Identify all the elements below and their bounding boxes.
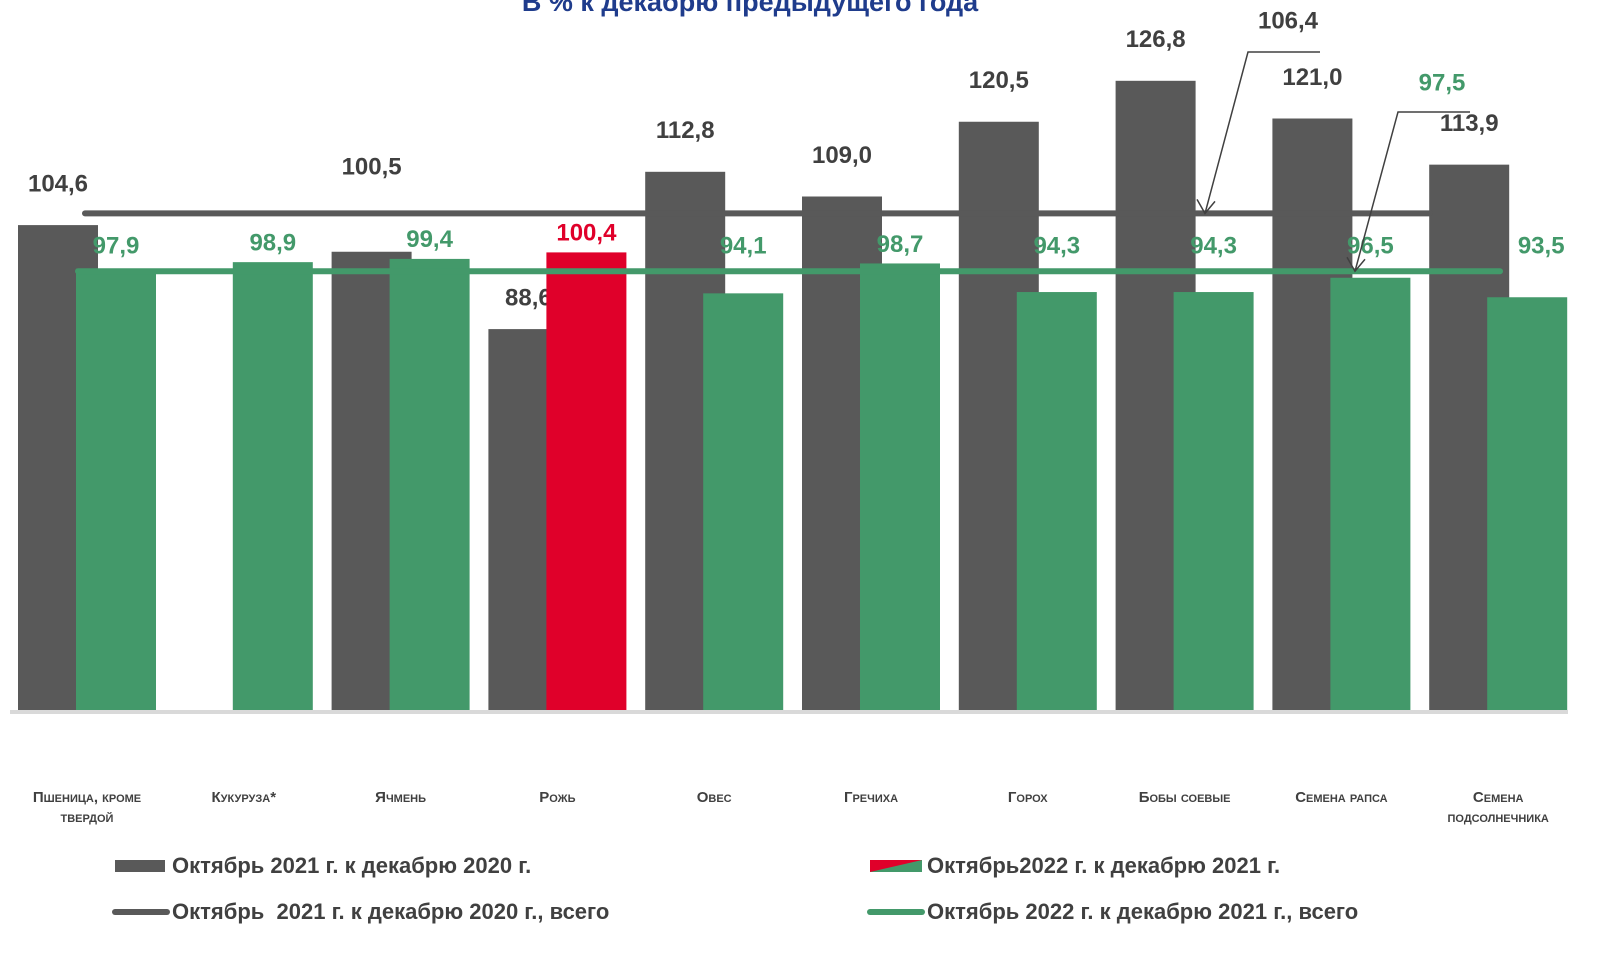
value-label: 94,1 (720, 232, 767, 259)
legend-label: Октябрь 2021 г. к декабрю 2020 г., всего (172, 899, 609, 924)
value-label: 98,9 (249, 229, 296, 256)
bar (1330, 277, 1411, 710)
category-label: Горох (1008, 789, 1048, 806)
bar (1016, 292, 1097, 710)
category-label: Семена рапса (1295, 789, 1387, 806)
value-label: 109,0 (812, 142, 872, 169)
value-label: 88,6 (505, 284, 552, 311)
legend-label: Октябрь 2021 г. к декабрю 2020 г. (172, 853, 531, 878)
value-label: 100,4 (556, 220, 617, 247)
category-label: Рожь (539, 789, 575, 806)
legend-swatch (870, 860, 922, 872)
category-label: Гречиха (844, 789, 898, 806)
bar (389, 258, 470, 710)
value-label: 96,5 (1347, 232, 1394, 259)
category-label: Бобы соевые (1139, 789, 1231, 806)
annotation-arrow (1204, 51, 1320, 214)
category-label: Пшеница, кроме твердой (33, 789, 141, 826)
value-label: 120,5 (969, 67, 1029, 94)
bar (76, 268, 156, 710)
value-label: 112,8 (656, 117, 715, 144)
value-label: 94,3 (1033, 232, 1080, 259)
value-label: 99,4 (406, 226, 453, 253)
category-label: Кукуруза* (212, 789, 277, 806)
value-label: 94,3 (1190, 232, 1237, 259)
value-label: 97,9 (93, 232, 140, 259)
value-label: 98,7 (877, 231, 924, 258)
category-label: Ячмень (375, 789, 426, 806)
reference-label: 97,5 (1419, 69, 1466, 96)
legend-swatch (115, 860, 165, 872)
value-label: 93,5 (1518, 232, 1565, 259)
value-label: 121,0 (1282, 64, 1342, 91)
arrow-head (1346, 256, 1366, 273)
value-label: 113,9 (1440, 110, 1499, 137)
value-label: 100,5 (342, 153, 402, 180)
legend-label: Октябрь2022 г. к декабрю 2021 г. (927, 853, 1280, 878)
annotation-arrow (1354, 111, 1470, 272)
value-label: 104,6 (28, 170, 88, 197)
bar (232, 262, 313, 710)
category-label: Семена подсолнечника (1448, 789, 1549, 826)
bar (703, 293, 784, 710)
legend-label: Октябрь 2022 г. к декабрю 2021 г., всего (927, 899, 1358, 924)
bar (1487, 297, 1568, 710)
bar (860, 263, 940, 710)
arrow-head (1196, 199, 1216, 215)
chart-title: В % к декабрю предыдущего года (522, 0, 979, 17)
reference-label: 106,4 (1258, 7, 1319, 34)
bar (546, 252, 627, 710)
category-label: Овес (697, 789, 732, 806)
bar (1173, 292, 1254, 710)
value-label: 126,8 (1126, 26, 1186, 53)
